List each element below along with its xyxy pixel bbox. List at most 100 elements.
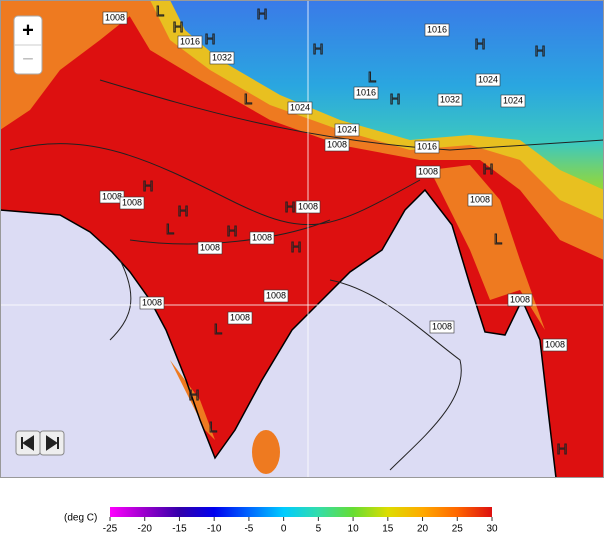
isobar-label-box [139,296,165,310]
isobar-label: 1024 [290,102,310,112]
colorbar-tick-label: 10 [348,524,360,535]
colorbar-tick-label: 5 [316,524,322,535]
isobar-line [9,79,604,471]
pressure-center: H [535,43,546,60]
coastline [0,188,557,479]
isobar-label: 1032 [440,94,460,104]
isobar-label: 1008 [470,194,490,204]
isobar-label: 1008 [545,339,565,349]
pressure-center: H [143,178,154,195]
isobar-label: 1024 [478,74,498,84]
colorbar-tick-label: 20 [417,524,429,535]
isobar-label-box [249,231,275,245]
isobar-label-box [415,165,441,179]
colorbar-tick-label: 15 [382,524,394,535]
zoom-out-button[interactable]: − [22,48,34,70]
pressure-center: H [285,199,296,216]
isobar-labels: 1008 1016 1032 1016 1024 1024 1032 1016 1024 1024… [99,11,568,352]
pressure-center: L [209,419,217,436]
isobar-label: 1008 [432,321,452,331]
pressure-center: H [227,223,238,240]
isobar-label: 1008 [105,12,125,22]
pressure-center: L [166,221,174,238]
isobar-label-box [353,86,379,100]
map[interactable]: 1008 1016 1032 1016 1024 1024 1032 1016 1024 1024… [0,0,604,479]
colorbar-tick-label: -20 [138,524,153,535]
isobar-label-box [424,23,450,37]
isobar-label-box [197,241,223,255]
isobar-label-box [467,193,493,207]
isobar-label-box [119,196,145,210]
isobar-label: 1016 [356,87,376,97]
isobar-label-box [287,101,313,115]
zoom-in-button[interactable]: + [22,19,34,41]
isobar-label: 1008 [298,201,318,211]
zoom-control: + − [13,15,43,75]
previous-icon [21,435,34,451]
colorbar-unit: (deg C) [64,513,97,524]
playback-control [15,430,65,456]
pressure-center: H [205,31,216,48]
colorbar-scale [110,507,492,517]
pressure-center: H [390,91,401,108]
isobar-label-box [542,338,568,352]
colorbar: (deg C) -25 -20 -15 -10 -5 0 5 10 15 20 25 30 [64,507,498,535]
isobar-label-box [177,35,203,49]
isobar-label: 1008 [230,312,250,322]
isobar-label: 1024 [503,95,523,105]
pressure-center: H [557,441,568,458]
pressure-center: H [257,6,268,23]
pressure-center: H [189,387,200,404]
isobar-label-box [295,200,321,214]
isobar-label-box [437,93,463,107]
pressure-center: L [214,321,222,338]
isobar-label: 1008 [418,166,438,176]
pressure-center: H [313,41,324,58]
colorbar-tick-label: 30 [486,524,498,535]
isobar-label-box [263,289,289,303]
isobar-label: 1008 [142,297,162,307]
burma-hills [430,165,545,330]
isobar-label-box [414,140,440,154]
pressure-center: L [494,231,502,248]
isobar-label: 1008 [122,197,142,207]
sri-lanka [252,430,280,474]
isobar-label-box [507,293,533,307]
isobar-label: 1008 [102,191,122,201]
isobar-label-box [102,11,128,25]
colorbar-tick-label: -25 [103,524,118,535]
isobar-label-box [429,320,455,334]
isobar-label: 1016 [427,24,447,34]
isobar-label: 1016 [417,141,437,151]
tibet [170,0,604,190]
pressure-center: L [368,69,376,86]
colorbar-tick-label: -15 [172,524,187,535]
isobar-label-box [227,311,253,325]
isobar-label: 1016 [180,36,200,46]
colorbar-tick-label: -10 [207,524,222,535]
isobar-label: 1008 [510,294,530,304]
isobar-label: 1008 [200,242,220,252]
colorbar-tick-label: 0 [281,524,287,535]
isobar-label: 1032 [212,52,232,62]
pressure-center: H [178,203,189,220]
isobar-label-box [334,123,360,137]
next-icon [46,435,59,451]
pressure-center: H [483,161,494,178]
pressure-center: L [156,3,164,20]
isobar-label: 1008 [252,232,272,242]
isobar-label: 1008 [327,139,347,149]
colorbar-tick-label: -5 [244,524,253,535]
pressure-center: H [173,19,184,36]
pressure-center: L [244,91,252,108]
isobar-label-box [500,94,526,108]
isobar-label: 1008 [266,290,286,300]
isobar-label-box [475,73,501,87]
pressure-center: H [475,36,486,53]
isobar-label: 1024 [337,124,357,134]
isobar-label-box [324,138,350,152]
pressure-center: H [291,239,302,256]
isobar-label-box [209,51,235,65]
